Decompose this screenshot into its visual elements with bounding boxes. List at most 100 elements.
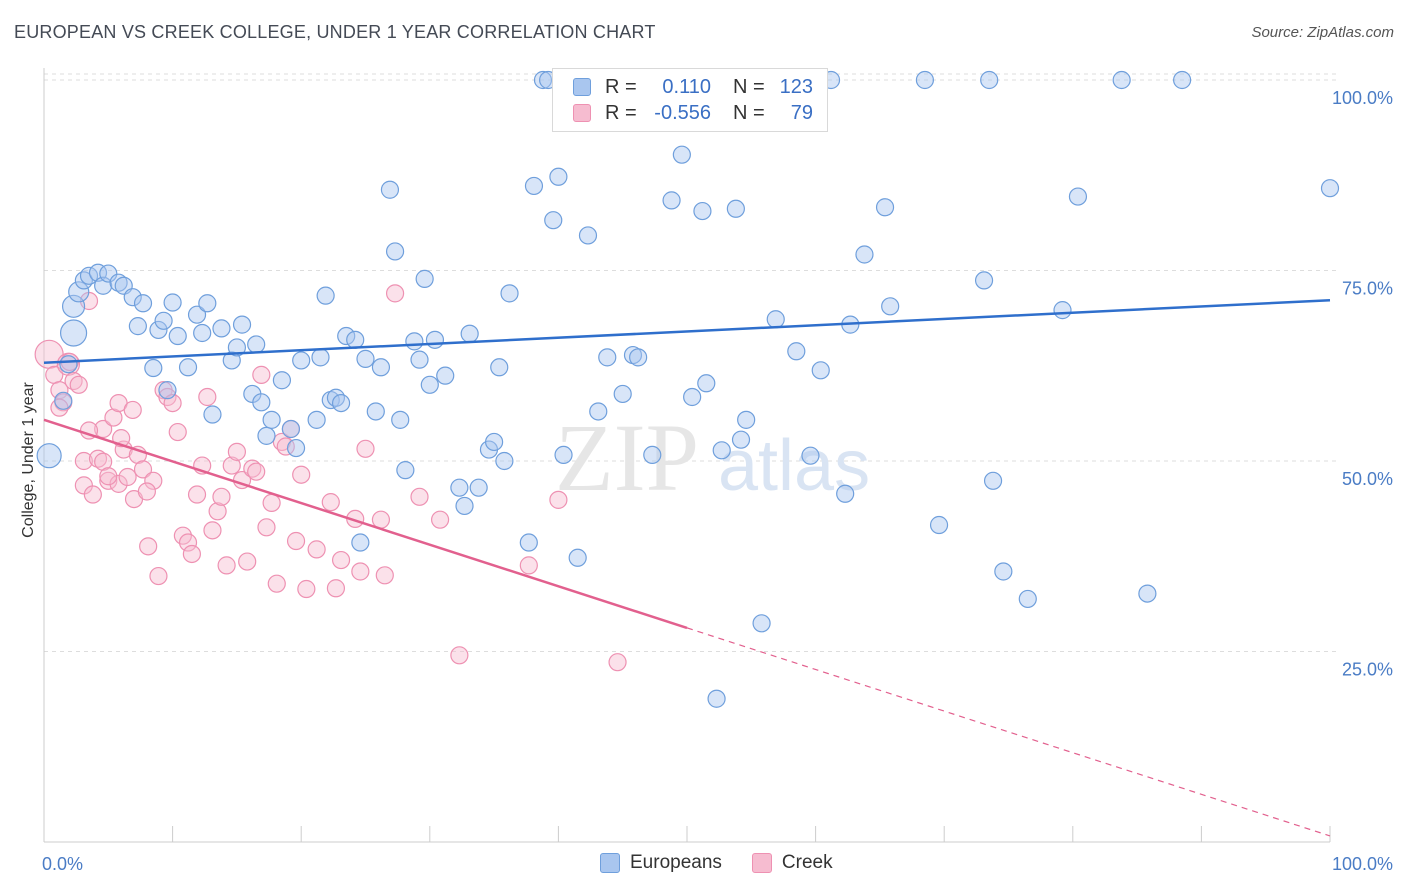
- r-label: R =: [605, 101, 637, 124]
- europeans-point: [589, 402, 608, 421]
- europeans-point: [356, 349, 375, 368]
- europeans-point: [193, 323, 212, 343]
- r-label: R =: [605, 75, 637, 98]
- europeans-point: [380, 180, 400, 199]
- europeans-point: [307, 410, 326, 429]
- creek-point: [519, 556, 538, 575]
- europeans-point: [232, 315, 252, 334]
- europeans-point: [519, 533, 538, 552]
- bottom-legend: Europeans Creek: [600, 852, 863, 874]
- creek-point: [178, 533, 198, 552]
- creek-point: [74, 451, 93, 471]
- n-value: 79: [790, 101, 813, 124]
- creek-point: [608, 653, 627, 672]
- creek-point: [252, 365, 271, 384]
- creek-swatch: [573, 104, 591, 122]
- chart-title: EUROPEAN VS CREEK COLLEGE, UNDER 1 YEAR …: [14, 22, 656, 42]
- europeans-point: [420, 375, 439, 394]
- creek-point: [351, 562, 370, 581]
- creek-point: [99, 467, 118, 486]
- europeans-point: [500, 284, 519, 303]
- europeans-point: [212, 319, 231, 338]
- y-tick-label: 100.0%: [1332, 88, 1393, 108]
- europeans-point: [1320, 179, 1340, 198]
- europeans-point: [396, 461, 415, 480]
- x-tick-labels: 0.0% 100.0%: [42, 854, 1393, 874]
- creek-point: [262, 493, 281, 513]
- y-tick-labels: 25.0% 50.0% 75.0% 100.0%: [1332, 88, 1393, 680]
- europeans-point: [549, 167, 568, 186]
- europeans-point: [455, 496, 474, 516]
- europeans-point: [766, 310, 785, 329]
- europeans-point: [613, 384, 632, 404]
- europeans-point: [123, 288, 142, 307]
- europeans-point: [490, 358, 509, 377]
- legend-row-europeans: R = 0.110 N = 123: [573, 75, 813, 99]
- europeans-point: [875, 198, 895, 217]
- europeans-point: [59, 355, 78, 374]
- europeans-point: [707, 689, 726, 708]
- europeans-trend-line: [43, 298, 1331, 364]
- europeans-point: [974, 271, 994, 290]
- europeans-point: [227, 338, 246, 357]
- creek-point: [137, 482, 156, 501]
- europeans-point: [568, 548, 587, 567]
- europeans-point: [598, 348, 617, 367]
- legend-row-creek: R = -0.556 N = 79: [573, 101, 813, 125]
- x-tick-label: 100.0%: [1332, 854, 1393, 874]
- watermark-atlas: atlas: [718, 426, 870, 506]
- creek-point: [375, 566, 394, 585]
- europeans-point: [292, 351, 311, 370]
- creek-point: [222, 456, 241, 475]
- creek-point: [430, 510, 450, 529]
- europeans-point: [983, 471, 1003, 490]
- n-label: N =: [733, 101, 765, 124]
- creek-point: [88, 449, 108, 468]
- europeans-point: [410, 350, 429, 369]
- n-value: 123: [779, 75, 813, 98]
- creek-point: [144, 471, 163, 490]
- creek-point: [118, 467, 137, 487]
- europeans-point: [752, 614, 771, 633]
- creek-point: [99, 471, 118, 490]
- creek-point: [326, 579, 346, 598]
- creek-trend-line: [43, 418, 688, 630]
- europeans-point: [1112, 70, 1131, 90]
- europeans-point: [460, 324, 479, 343]
- europeans-point: [257, 426, 276, 445]
- europeans-swatch: [600, 853, 620, 873]
- creek-point: [69, 375, 88, 394]
- europeans-point: [163, 293, 182, 312]
- legend-item-europeans[interactable]: Europeans: [600, 852, 722, 874]
- europeans-point: [203, 405, 222, 424]
- europeans-point: [158, 381, 177, 400]
- creek-point: [385, 284, 405, 303]
- creek-point: [133, 460, 153, 479]
- europeans-point: [154, 311, 173, 330]
- europeans-point: [881, 297, 900, 316]
- creek-point: [203, 521, 222, 540]
- europeans-point: [915, 70, 935, 90]
- europeans-point: [436, 366, 455, 385]
- europeans-point: [544, 211, 563, 230]
- creek-swatch: [751, 853, 772, 873]
- europeans-point: [524, 176, 544, 196]
- watermark-zip: ZIP: [555, 404, 699, 511]
- europeans-point: [1068, 187, 1088, 206]
- europeans-point: [316, 286, 335, 305]
- creek-point: [307, 540, 326, 559]
- europeans-point: [726, 199, 745, 218]
- n-label: N =: [733, 75, 765, 98]
- y-tick-label: 50.0%: [1342, 469, 1393, 489]
- creek-trend-extension: [686, 627, 1331, 837]
- legend-item-creek[interactable]: Creek: [751, 852, 833, 874]
- europeans-point: [366, 402, 385, 421]
- europeans-point: [578, 226, 598, 245]
- europeans-point: [469, 478, 488, 497]
- creek-point: [94, 419, 113, 439]
- europeans-point: [178, 358, 198, 377]
- y-axis-title: College, Under 1 year: [20, 382, 37, 538]
- y-tick-label: 75.0%: [1342, 279, 1393, 299]
- europeans-point: [281, 419, 301, 439]
